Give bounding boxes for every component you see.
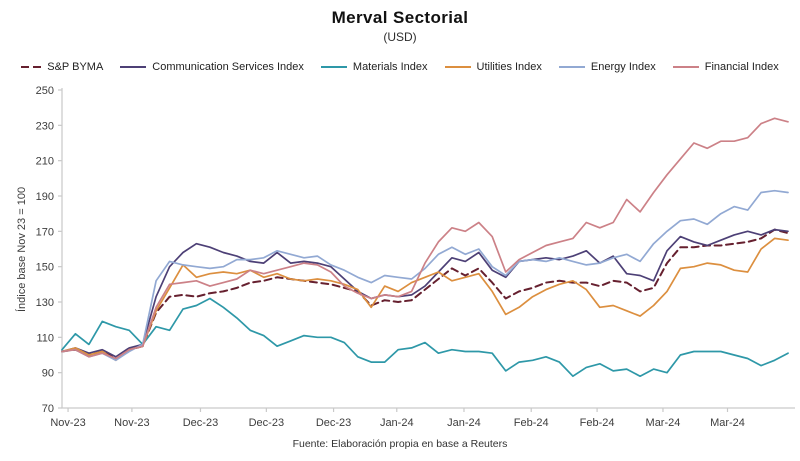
legend-label-materials-index: Materials Index [352, 61, 428, 73]
legend-swatch-financial-index [672, 66, 699, 68]
series-line-energy-index [61, 189, 789, 362]
legend-item-financial-index: Financial Index [672, 61, 779, 73]
y-tick-label: 210 [36, 156, 54, 168]
x-tick-label: Dec-23 [316, 417, 351, 429]
y-tick-label: 170 [36, 226, 54, 238]
legend-swatch-energy-index [558, 66, 585, 68]
x-tick-label: Jan-24 [447, 417, 481, 429]
legend-item-utilities-index: Utilities Index [444, 61, 542, 73]
y-tick-label: 150 [36, 262, 54, 274]
series-line-communication-services-index [61, 228, 789, 358]
series-line-financial-index [61, 117, 789, 360]
y-tick-label: 90 [42, 368, 54, 380]
legend-label-utilities-index: Utilities Index [476, 61, 542, 73]
x-tick-label: Jan-24 [380, 417, 414, 429]
series-line-materials-index [61, 297, 789, 378]
legend-swatch-communication-services-index [120, 66, 147, 68]
x-tick-label: Mar-24 [710, 417, 745, 429]
legend-swatch-materials-index [320, 66, 347, 68]
x-tick-label: Feb-24 [514, 417, 549, 429]
legend-item-materials-index: Materials Index [320, 61, 428, 73]
x-tick-label: Feb-24 [580, 417, 615, 429]
y-tick-label: 110 [36, 332, 54, 344]
legend-item-s-p-byma: S&P BYMA [21, 61, 103, 73]
y-tick-label: 250 [36, 85, 54, 97]
series-line-s-p-byma [61, 228, 789, 360]
legend-label-financial-index: Financial Index [704, 61, 779, 73]
y-tick-label: 230 [36, 120, 54, 132]
legend-label-communication-services-index: Communication Services Index [152, 61, 304, 73]
x-tick-label: Dec-23 [249, 417, 284, 429]
legend-swatch-s-p-byma [21, 65, 42, 69]
legend-swatch-utilities-index [444, 66, 471, 68]
legend-item-energy-index: Energy Index [558, 61, 656, 73]
y-tick-label: 130 [36, 297, 54, 309]
source-note: Fuente: Elaboración propia en base a Reu… [292, 438, 508, 450]
legend-label-energy-index: Energy Index [590, 61, 656, 73]
y-tick-label: 70 [42, 403, 54, 415]
legend-label-s-p-byma: S&P BYMA [47, 61, 104, 73]
y-tick-label: 190 [36, 191, 54, 203]
x-tick-label: Nov-23 [114, 417, 149, 429]
x-tick-label: Dec-23 [183, 417, 218, 429]
x-tick-label: Mar-24 [646, 417, 681, 429]
x-tick-label: Nov-23 [50, 417, 85, 429]
chart-title: Merval Sectorial [331, 8, 469, 27]
plot-svg: 70 90 110 130 150 170 190 210 230 250 Nov-23 Nov-23… [36, 85, 795, 429]
chart-subtitle: (USD) [383, 30, 417, 44]
legend-item-communication-services-index: Communication Services Index [120, 61, 304, 73]
legend: S&P BYMA Communication Services Index Mate… [0, 61, 800, 73]
